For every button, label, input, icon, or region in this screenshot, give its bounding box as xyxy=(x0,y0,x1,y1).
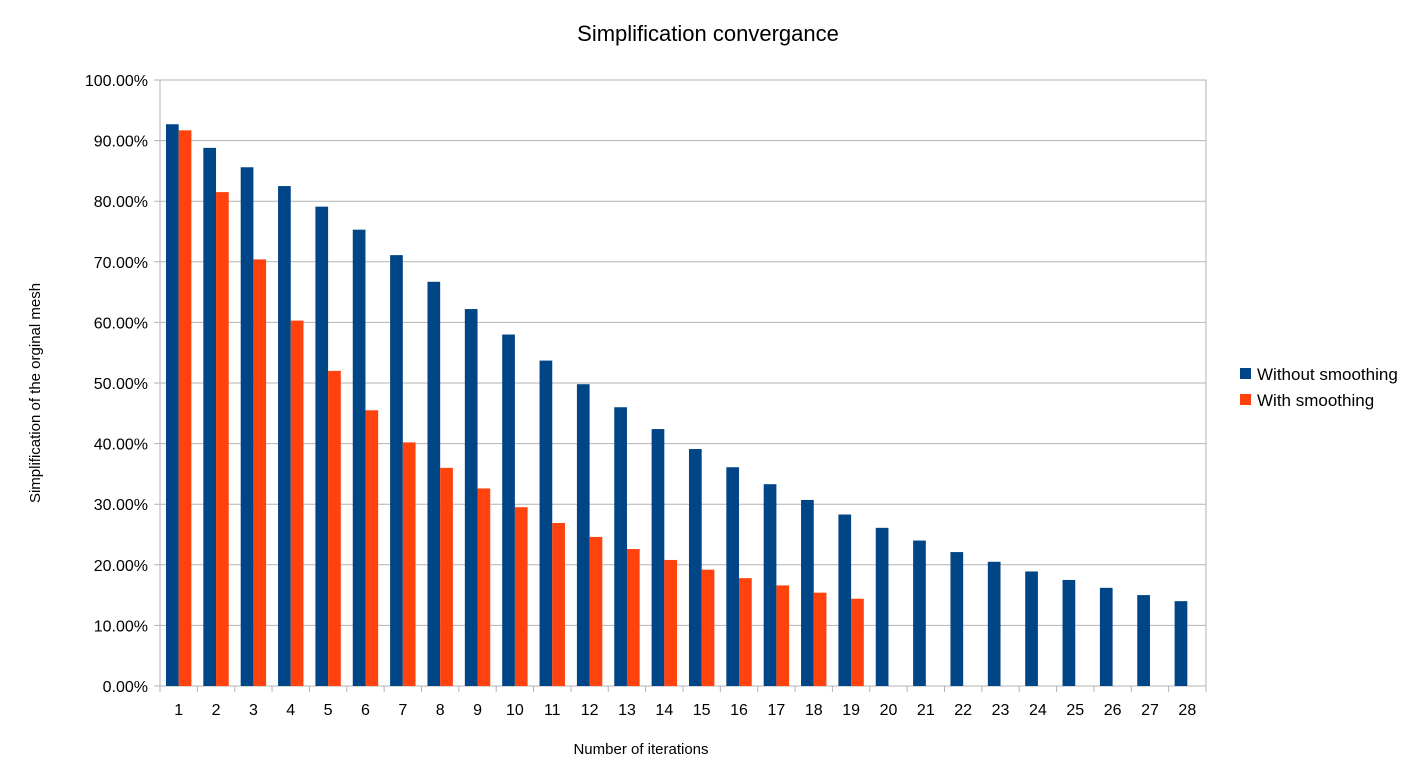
x-tick-label: 5 xyxy=(324,702,333,719)
y-tick-label: 60.00% xyxy=(94,315,148,332)
x-tick-label: 28 xyxy=(1178,702,1196,719)
x-tick-label: 3 xyxy=(249,702,258,719)
x-tick-label: 9 xyxy=(473,702,482,719)
x-tick-label: 25 xyxy=(1066,702,1084,719)
x-tick-label: 22 xyxy=(954,702,972,719)
x-tick-label: 14 xyxy=(655,702,673,719)
x-tick-label: 12 xyxy=(581,702,599,719)
bar-without-smoothing xyxy=(763,484,777,686)
bar-without-smoothing xyxy=(913,540,926,686)
x-tick-label: 24 xyxy=(1029,702,1047,719)
bar-without-smoothing xyxy=(165,124,179,687)
x-tick-label: 1 xyxy=(174,702,183,719)
x-tick-label: 19 xyxy=(842,702,860,719)
bar-with-smoothing xyxy=(851,598,864,686)
bar-without-smoothing xyxy=(576,384,590,686)
bar-without-smoothing xyxy=(502,334,515,686)
x-tick-label: 18 xyxy=(805,702,823,719)
x-tick-label: 7 xyxy=(398,702,407,719)
bar-with-smoothing xyxy=(813,592,827,686)
y-tick-label: 70.00% xyxy=(94,255,148,272)
bar-without-smoothing xyxy=(726,467,740,686)
legend-label: With smoothing xyxy=(1257,391,1374,410)
bar-with-smoothing xyxy=(552,522,565,686)
bar-without-smoothing xyxy=(1137,595,1150,686)
legend-swatch xyxy=(1240,368,1251,379)
x-tick-label: 23 xyxy=(992,702,1010,719)
x-tick-label: 10 xyxy=(506,702,524,719)
bar-with-smoothing xyxy=(440,467,453,686)
bar-with-smoothing xyxy=(365,410,379,686)
bar-with-smoothing xyxy=(328,370,341,686)
bar-without-smoothing xyxy=(875,527,889,686)
x-tick-label: 20 xyxy=(880,702,898,719)
y-tick-label: 40.00% xyxy=(94,437,148,454)
bar-with-smoothing xyxy=(290,320,304,686)
bar-without-smoothing xyxy=(390,255,403,686)
bar-without-smoothing xyxy=(614,407,627,686)
bar-without-smoothing xyxy=(651,429,665,686)
bars xyxy=(165,124,1188,687)
x-tick-label: 13 xyxy=(618,702,636,719)
x-axis-label: Number of iterations xyxy=(573,741,708,758)
legend: Without smoothing With smoothing xyxy=(1240,365,1398,410)
bar-without-smoothing xyxy=(352,229,366,686)
bar-without-smoothing xyxy=(1099,587,1113,686)
bar-without-smoothing xyxy=(539,360,553,686)
axes: 0.00% 10.00% 20.00% 30.00% 40.00% 50.00% 60.00… xyxy=(85,73,1207,719)
bar-without-smoothing xyxy=(464,309,478,686)
y-tick-label: 0.00% xyxy=(103,679,148,696)
x-tick-label: 17 xyxy=(767,702,785,719)
x-tick-label: 15 xyxy=(693,702,711,719)
bar-with-smoothing xyxy=(514,507,528,686)
bar-with-smoothing xyxy=(664,559,678,686)
x-tick-label: 4 xyxy=(286,702,295,719)
bar-with-smoothing xyxy=(701,569,715,686)
bar-without-smoothing xyxy=(427,281,441,686)
bar-without-smoothing xyxy=(1025,571,1038,686)
bar-without-smoothing xyxy=(203,147,217,686)
x-tick-label: 6 xyxy=(361,702,370,719)
bar-without-smoothing xyxy=(950,552,964,686)
x-tick-label: 2 xyxy=(212,702,221,719)
bar-without-smoothing xyxy=(1174,601,1188,686)
x-tick-label: 8 xyxy=(436,702,445,719)
bar-with-smoothing xyxy=(626,549,640,686)
bar-with-smoothing xyxy=(477,488,491,686)
bar-without-smoothing xyxy=(688,449,702,686)
y-tick-label: 50.00% xyxy=(94,376,148,393)
bar-with-smoothing xyxy=(739,578,752,686)
bar-with-smoothing xyxy=(776,585,790,686)
x-tick-label: 16 xyxy=(730,702,748,719)
y-tick-label: 100.00% xyxy=(85,73,148,90)
y-tick-label: 90.00% xyxy=(94,134,148,151)
x-tick-label: 21 xyxy=(917,702,935,719)
y-tick-label: 20.00% xyxy=(94,558,148,575)
legend-swatch xyxy=(1240,394,1251,405)
legend-label: Without smoothing xyxy=(1257,365,1398,384)
bar-without-smoothing xyxy=(278,186,291,687)
bar-with-smoothing xyxy=(402,442,416,686)
x-tick-label: 27 xyxy=(1141,702,1159,719)
bar-without-smoothing xyxy=(315,206,329,687)
y-tick-label: 10.00% xyxy=(94,618,148,635)
bar-with-smoothing xyxy=(589,536,603,686)
bar-without-smoothing xyxy=(801,499,814,686)
bar-with-smoothing xyxy=(178,130,192,687)
bar-without-smoothing xyxy=(1062,579,1076,686)
y-axis-label: Simplification of the orginal mesh xyxy=(27,283,44,503)
grid-lines xyxy=(154,79,1207,687)
chart-title: Simplification convergance xyxy=(577,21,839,46)
bar-without-smoothing xyxy=(838,514,852,686)
bar-without-smoothing xyxy=(987,561,1001,686)
y-tick-label: 80.00% xyxy=(94,194,148,211)
bar-without-smoothing xyxy=(240,167,254,686)
bar-with-smoothing xyxy=(253,259,267,686)
bar-with-smoothing xyxy=(216,192,229,687)
x-tick-label: 11 xyxy=(544,702,561,719)
y-tick-label: 30.00% xyxy=(94,497,148,514)
x-tick-label: 26 xyxy=(1104,702,1122,719)
